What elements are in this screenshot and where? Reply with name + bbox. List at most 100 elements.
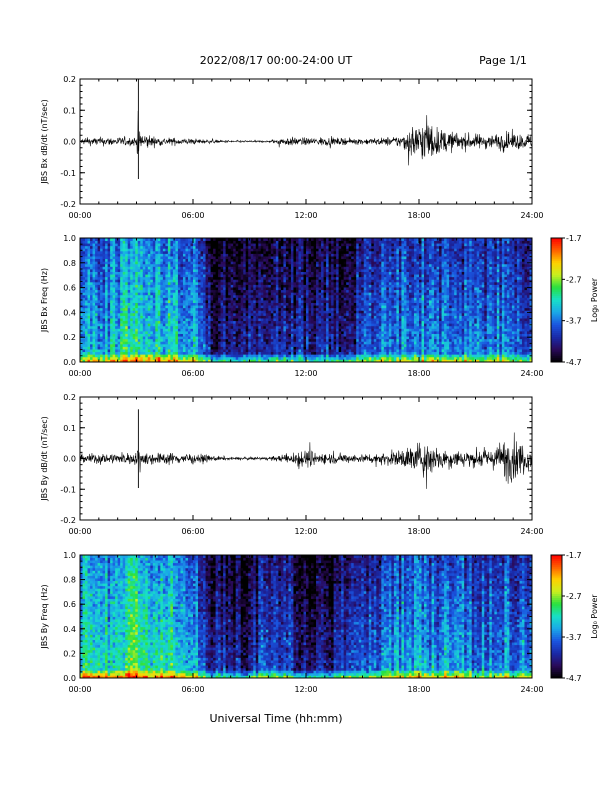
spectrogram-cell	[195, 266, 199, 270]
spectrogram-cell	[135, 343, 139, 347]
spectrogram-cell	[182, 338, 186, 342]
spectrogram-cell	[268, 302, 272, 306]
spectrogram-cell	[95, 336, 98, 340]
spectrogram-cell	[187, 302, 191, 306]
spectrogram-cell	[228, 240, 232, 244]
spectrogram-cell	[107, 292, 111, 296]
spectrogram-cell	[145, 269, 149, 272]
spectrogram-cell	[193, 333, 196, 337]
spectrogram-cell	[150, 343, 154, 347]
spectrogram-cell	[127, 310, 131, 314]
spectrogram-cell	[157, 310, 161, 314]
spectrogram-cell	[137, 343, 141, 347]
spectrogram-cell	[233, 240, 237, 244]
spectrogram-cell	[313, 312, 317, 316]
spectrogram-cell	[150, 346, 154, 350]
spectrogram-cell	[152, 356, 156, 360]
spectrogram-cell	[316, 323, 319, 327]
spectrogram-cell	[105, 253, 109, 257]
spectrogram-cell	[265, 328, 269, 332]
spectrogram-cell	[198, 333, 201, 337]
spectrogram-cell	[318, 351, 322, 355]
spectrogram-cell	[321, 281, 324, 285]
spectrogram-cell	[120, 274, 124, 278]
spectrogram-cell	[142, 331, 146, 334]
spectrogram-cell	[248, 289, 252, 293]
spectrogram-cell	[285, 258, 289, 262]
spectrogram-cell	[172, 315, 176, 319]
spectrogram-cell	[248, 256, 252, 260]
spectrogram-cell	[280, 325, 284, 329]
spectrogram-cell	[203, 258, 206, 262]
spectrogram-cell	[311, 343, 314, 347]
spectrogram-cell	[278, 281, 282, 285]
spectrogram-cell	[187, 248, 191, 252]
spectrogram-cell	[105, 343, 109, 347]
spectrogram-cell	[215, 325, 219, 329]
spectrogram-cell	[147, 315, 151, 319]
spectrogram-cell	[152, 307, 156, 311]
spectrogram-cell	[233, 336, 237, 340]
spectrogram-cell	[306, 240, 309, 244]
spectrogram-cell	[165, 276, 169, 280]
spectrogram-cell	[213, 338, 216, 342]
spectrogram-cell	[245, 238, 249, 241]
spectrogram-cell	[331, 302, 335, 306]
spectrogram-cell	[203, 305, 206, 309]
spectrogram-cell	[280, 320, 284, 324]
spectrogram-cell	[255, 284, 259, 288]
spectrogram-cell	[92, 240, 96, 244]
spectrogram-cell	[243, 354, 247, 358]
spectrogram-cell	[268, 261, 272, 265]
spectrogram-cell	[235, 248, 239, 252]
spectrogram-cell	[215, 256, 219, 260]
spectrogram-cell	[290, 274, 294, 278]
spectrogram-cell	[280, 331, 284, 334]
spectrogram-cell	[253, 243, 257, 247]
spectrogram-cell	[213, 238, 216, 241]
spectrogram-cell	[278, 279, 282, 283]
spectrogram-cell	[293, 256, 297, 260]
spectrogram-cell	[205, 271, 209, 275]
spectrogram-cell	[150, 354, 154, 358]
spectrogram-cell	[97, 281, 101, 285]
spectrogram-cell	[180, 238, 184, 241]
spectrogram-cell	[82, 323, 86, 327]
spectrogram-cell	[290, 297, 294, 301]
spectrogram-cell	[125, 356, 129, 360]
spectrogram-cell	[300, 258, 304, 262]
spectrogram-cell	[205, 281, 209, 285]
spectrogram-cell	[185, 328, 189, 332]
spectrogram-cell	[333, 343, 337, 347]
spectrogram-cell	[313, 343, 317, 347]
spectrogram-cell	[165, 258, 169, 262]
spectrogram-cell	[172, 256, 176, 260]
spectrogram-cell	[165, 284, 169, 288]
spectrogram-cell	[95, 281, 98, 285]
spectrogram-cell	[331, 325, 335, 329]
spectrogram-cell	[210, 258, 214, 262]
spectrogram-cell	[300, 279, 304, 283]
spectrogram-cell	[318, 266, 322, 270]
spectrogram-cell	[100, 359, 103, 363]
spectrogram-cell	[193, 356, 196, 360]
spectrogram-cell	[218, 266, 222, 270]
spectrogram-cell	[187, 359, 191, 363]
spectrogram-cell	[311, 253, 314, 257]
spectrogram-cell	[228, 359, 232, 363]
spectrogram-cell	[243, 312, 247, 316]
spectrogram-cell	[235, 351, 239, 355]
spectrogram-cell	[172, 297, 176, 301]
spectrogram-cell	[117, 354, 121, 358]
spectrogram-cell	[142, 315, 146, 319]
spectrogram-cell	[145, 253, 149, 257]
spectrogram-cell	[157, 359, 161, 363]
spectrogram-cell	[293, 243, 297, 247]
spectrogram-cell	[223, 312, 227, 316]
spectrogram-cell	[268, 331, 272, 334]
spectrogram-cell	[110, 243, 114, 247]
spectrogram-cell	[213, 245, 216, 249]
spectrogram-cell	[125, 312, 129, 316]
spectrogram-cell	[87, 310, 91, 314]
spectrogram-cell	[215, 258, 219, 262]
